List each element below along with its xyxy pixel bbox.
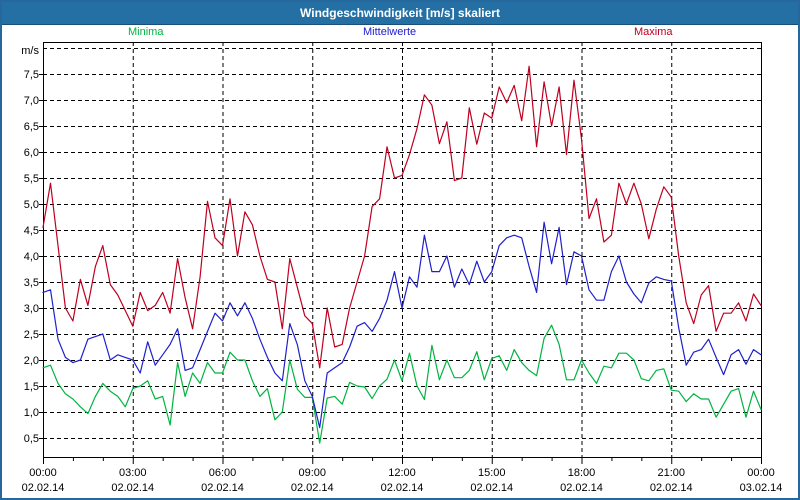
x-tick-date-label: 02.02.14 xyxy=(470,482,513,494)
y-tick-label: 3,5 xyxy=(24,277,39,289)
y-tick-label: 1,0 xyxy=(24,407,39,419)
x-tick-date-label: 02.02.14 xyxy=(111,482,154,494)
series-minima-line xyxy=(42,324,762,444)
x-tick-time-label: 03:00 xyxy=(119,467,147,479)
y-tick-label: 4,0 xyxy=(24,251,39,263)
y-tick-label: 2,5 xyxy=(24,329,39,341)
y-tick-label: 0,5 xyxy=(24,433,39,445)
window-title: Windgeschwindigkeit [m/s] skaliert xyxy=(300,6,500,20)
y-tick-label: 2,0 xyxy=(24,355,39,367)
y-tick-label: 5,0 xyxy=(24,199,39,211)
x-tick-time-label: 15:00 xyxy=(478,467,506,479)
legend-minima-label: Minima xyxy=(128,26,164,38)
y-tick-label: 7,5 xyxy=(24,69,39,81)
x-tick-time-label: 00:00 xyxy=(29,467,57,479)
x-tick-date-label: 02.02.14 xyxy=(381,482,424,494)
gridlines xyxy=(43,42,761,457)
x-tick-time-label: 09:00 xyxy=(298,467,326,479)
x-tick-time-label: 06:00 xyxy=(209,467,237,479)
y-tick-label: 4,5 xyxy=(24,225,39,237)
x-tick-date-label: 02.02.14 xyxy=(560,482,603,494)
x-tick-date-label: 02.02.14 xyxy=(22,482,65,494)
y-tick-label: 1,5 xyxy=(24,381,39,393)
axis-ticks xyxy=(39,74,762,464)
x-tick-time-label: 18:00 xyxy=(568,467,596,479)
x-tick-time-label: 00:00 xyxy=(747,467,775,479)
y-tick-label: 7,0 xyxy=(24,95,39,107)
x-tick-date-label: 03.02.14 xyxy=(740,482,783,494)
series-mittelwerte-line xyxy=(42,221,762,429)
legend-mittelwerte-label: Mittelwerte xyxy=(363,26,417,38)
x-tick-date-label: 02.02.14 xyxy=(201,482,244,494)
series-maxima-line xyxy=(42,65,762,369)
x-tick-date-label: 02.02.14 xyxy=(291,482,334,494)
x-tick-time-label: 21:00 xyxy=(657,467,685,479)
x-tick-date-label: 02.02.14 xyxy=(650,482,693,494)
title-bar: Windgeschwindigkeit [m/s] skaliert xyxy=(2,2,798,25)
y-tick-label: 3,0 xyxy=(24,303,39,315)
legend-maxima-label: Maxima xyxy=(634,26,673,38)
x-tick-time-label: 12:00 xyxy=(388,467,416,479)
y-tick-label: 5,5 xyxy=(24,173,39,185)
y-tick-label: 6,0 xyxy=(24,147,39,159)
y-tick-label: 6,5 xyxy=(24,121,39,133)
y-axis-unit-label: m/s xyxy=(21,45,39,57)
